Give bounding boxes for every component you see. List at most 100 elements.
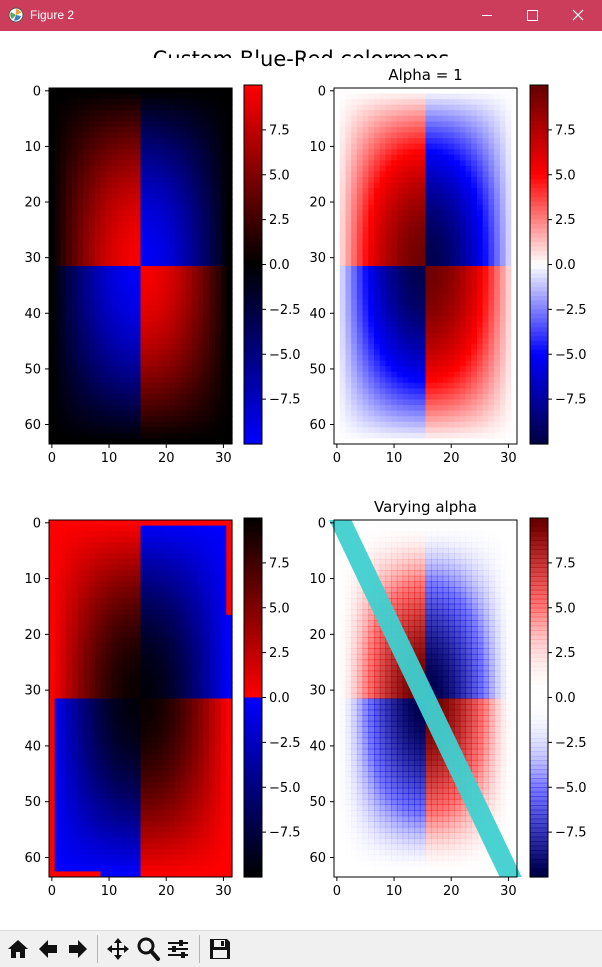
heatmap-cell: [420, 138, 426, 144]
heatmap-cell: [175, 372, 181, 378]
heatmap-cell: [426, 283, 432, 289]
colorbar-segment: [244, 116, 262, 121]
heatmap-cell: [414, 266, 420, 272]
heatmap-cell: [351, 272, 357, 278]
heatmap-cell: [55, 526, 61, 532]
heatmap-cell: [106, 565, 112, 571]
heatmap-cell: [49, 553, 55, 559]
heatmap-cell: [129, 559, 135, 565]
heatmap-cell: [141, 609, 147, 615]
heatmap-cell: [129, 127, 135, 133]
heatmap-cell: [60, 388, 66, 394]
heatmap-cell: [466, 349, 472, 355]
heatmap-cell: [437, 294, 443, 300]
heatmap-cell: [49, 266, 55, 272]
heatmap-cell: [488, 427, 494, 433]
heatmap-cell: [363, 99, 369, 105]
heatmap-cell: [169, 338, 175, 344]
heatmap-cell: [488, 233, 494, 239]
colorbar-segment: [244, 314, 262, 319]
heatmap-cell: [66, 99, 72, 105]
heatmap-cell: [426, 366, 432, 372]
heatmap-cell: [169, 305, 175, 311]
heatmap-cell: [152, 194, 158, 200]
heatmap-cell: [163, 205, 169, 211]
heatmap-cell: [500, 99, 506, 105]
heatmap-cell: [483, 411, 489, 417]
colorbar-segment: [244, 107, 262, 112]
heatmap-cell: [95, 388, 101, 394]
heatmap-cell: [158, 94, 164, 100]
heatmap-cell: [414, 99, 420, 105]
colorbar-tick-label: 0.0: [555, 258, 576, 273]
heatmap-cell: [357, 433, 363, 439]
heatmap-cell: [488, 372, 494, 378]
heatmap-cell: [215, 116, 221, 122]
heatmap-cell: [357, 166, 363, 172]
heatmap-cell: [221, 244, 227, 250]
heatmap-cell: [426, 299, 432, 305]
heatmap-cell: [403, 266, 409, 272]
heatmap-cell: [135, 542, 141, 548]
heatmap-cell: [72, 110, 78, 116]
heatmap-cell: [466, 160, 472, 166]
heatmap-cell: [506, 283, 512, 289]
heatmap-cell: [158, 422, 164, 428]
heatmap-cell: [129, 194, 135, 200]
heatmap-cell: [55, 388, 61, 394]
heatmap-cell: [483, 299, 489, 305]
heatmap-cell: [60, 210, 66, 216]
heatmap-cell: [89, 216, 95, 222]
heatmap-cell: [198, 559, 204, 565]
heatmap-cell: [397, 183, 403, 189]
heatmap-cell: [83, 609, 89, 615]
minimize-icon[interactable]: [464, 0, 510, 31]
heatmap-cell: [83, 355, 89, 361]
heatmap-cell: [426, 277, 432, 283]
heatmap-cell: [141, 553, 147, 559]
heatmap-cell: [192, 183, 198, 189]
heatmap-cell: [460, 283, 466, 289]
heatmap-cell: [181, 355, 187, 361]
heatmap-cell: [215, 277, 221, 283]
heatmap-cell: [420, 233, 426, 239]
heatmap-cell: [152, 372, 158, 378]
heatmap-cell: [357, 333, 363, 339]
heatmap-cell: [112, 620, 118, 626]
colorbar-segment: [530, 323, 548, 328]
heatmap-cell: [55, 411, 61, 417]
heatmap-cell: [340, 116, 346, 122]
heatmap-cell: [203, 316, 209, 322]
heatmap-cell: [118, 355, 124, 361]
heatmap-cell: [83, 238, 89, 244]
heatmap-cell: [141, 422, 147, 428]
heatmap-cell: [454, 333, 460, 339]
heatmap-cell: [95, 99, 101, 105]
close-icon[interactable]: [556, 0, 602, 31]
heatmap-cell: [215, 576, 221, 582]
heatmap-cell: [66, 372, 72, 378]
heatmap-cell: [466, 177, 472, 183]
heatmap-cell: [471, 372, 477, 378]
heatmap-cell: [146, 433, 152, 439]
heatmap-cell: [152, 138, 158, 144]
heatmap-cell: [83, 121, 89, 127]
heatmap-cell: [175, 160, 181, 166]
heatmap-cell: [397, 316, 403, 322]
heatmap-cell: [186, 416, 192, 422]
heatmap-cell: [106, 559, 112, 565]
heatmap-cell: [198, 222, 204, 228]
heatmap-cell: [454, 105, 460, 111]
maximize-icon[interactable]: [510, 0, 556, 31]
heatmap-cell: [368, 377, 374, 383]
heatmap-cell: [203, 277, 209, 283]
heatmap-cell: [175, 422, 181, 428]
heatmap-cell: [198, 531, 204, 537]
heatmap-cell: [186, 587, 192, 593]
heatmap-cell: [209, 394, 215, 400]
heatmap-cell: [363, 205, 369, 211]
heatmap-cell: [215, 361, 221, 367]
heatmap-cell: [78, 227, 84, 233]
heatmap-cell: [420, 400, 426, 406]
heatmap-cell: [100, 277, 106, 283]
